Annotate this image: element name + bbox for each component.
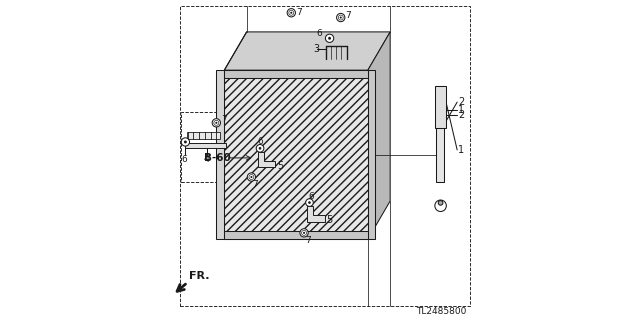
Circle shape [214, 120, 219, 125]
Circle shape [249, 174, 254, 180]
Bar [436, 86, 444, 182]
Circle shape [291, 12, 292, 14]
Text: 1: 1 [458, 105, 464, 115]
Circle shape [340, 17, 342, 19]
Text: 1: 1 [458, 145, 464, 155]
Circle shape [215, 122, 218, 124]
Text: 5: 5 [277, 161, 283, 171]
Circle shape [303, 232, 305, 234]
Bar [186, 143, 226, 148]
Text: 3: 3 [314, 44, 320, 55]
Bar [224, 231, 368, 239]
Circle shape [212, 119, 220, 127]
Circle shape [289, 10, 294, 15]
Circle shape [306, 199, 314, 206]
Circle shape [328, 37, 331, 40]
Circle shape [301, 230, 307, 235]
Circle shape [435, 200, 446, 211]
Bar [368, 70, 375, 239]
Circle shape [256, 145, 264, 152]
Text: 7: 7 [252, 180, 258, 189]
Text: 7: 7 [221, 115, 227, 124]
Circle shape [339, 15, 343, 20]
Bar [216, 70, 224, 239]
Text: TL2485800: TL2485800 [416, 307, 466, 315]
Text: 6: 6 [317, 29, 323, 38]
Text: 7: 7 [346, 11, 351, 20]
Text: 6: 6 [309, 192, 315, 201]
Polygon shape [224, 70, 368, 239]
Text: 6: 6 [258, 137, 264, 146]
Text: 7: 7 [296, 8, 302, 17]
Circle shape [287, 9, 296, 17]
Text: 6: 6 [182, 155, 188, 164]
Circle shape [308, 201, 311, 204]
Circle shape [438, 201, 443, 205]
Polygon shape [368, 32, 390, 239]
Bar [224, 70, 368, 78]
Text: 2: 2 [458, 97, 464, 107]
Circle shape [259, 147, 261, 150]
Text: 5: 5 [326, 215, 333, 225]
Text: FR.: FR. [189, 271, 210, 281]
Circle shape [250, 176, 252, 178]
Text: 4: 4 [204, 154, 210, 165]
Circle shape [337, 13, 345, 22]
Polygon shape [307, 206, 324, 222]
Circle shape [247, 173, 255, 181]
Circle shape [181, 138, 189, 146]
Bar [181, 112, 230, 182]
Polygon shape [224, 32, 390, 70]
Text: 7: 7 [306, 236, 312, 245]
Text: 2: 2 [458, 110, 464, 120]
Circle shape [184, 140, 187, 144]
Polygon shape [258, 152, 275, 167]
Circle shape [325, 34, 333, 42]
Text: B-60: B-60 [204, 153, 230, 163]
Bar [435, 86, 446, 128]
Circle shape [300, 229, 308, 237]
Bar [187, 132, 220, 139]
